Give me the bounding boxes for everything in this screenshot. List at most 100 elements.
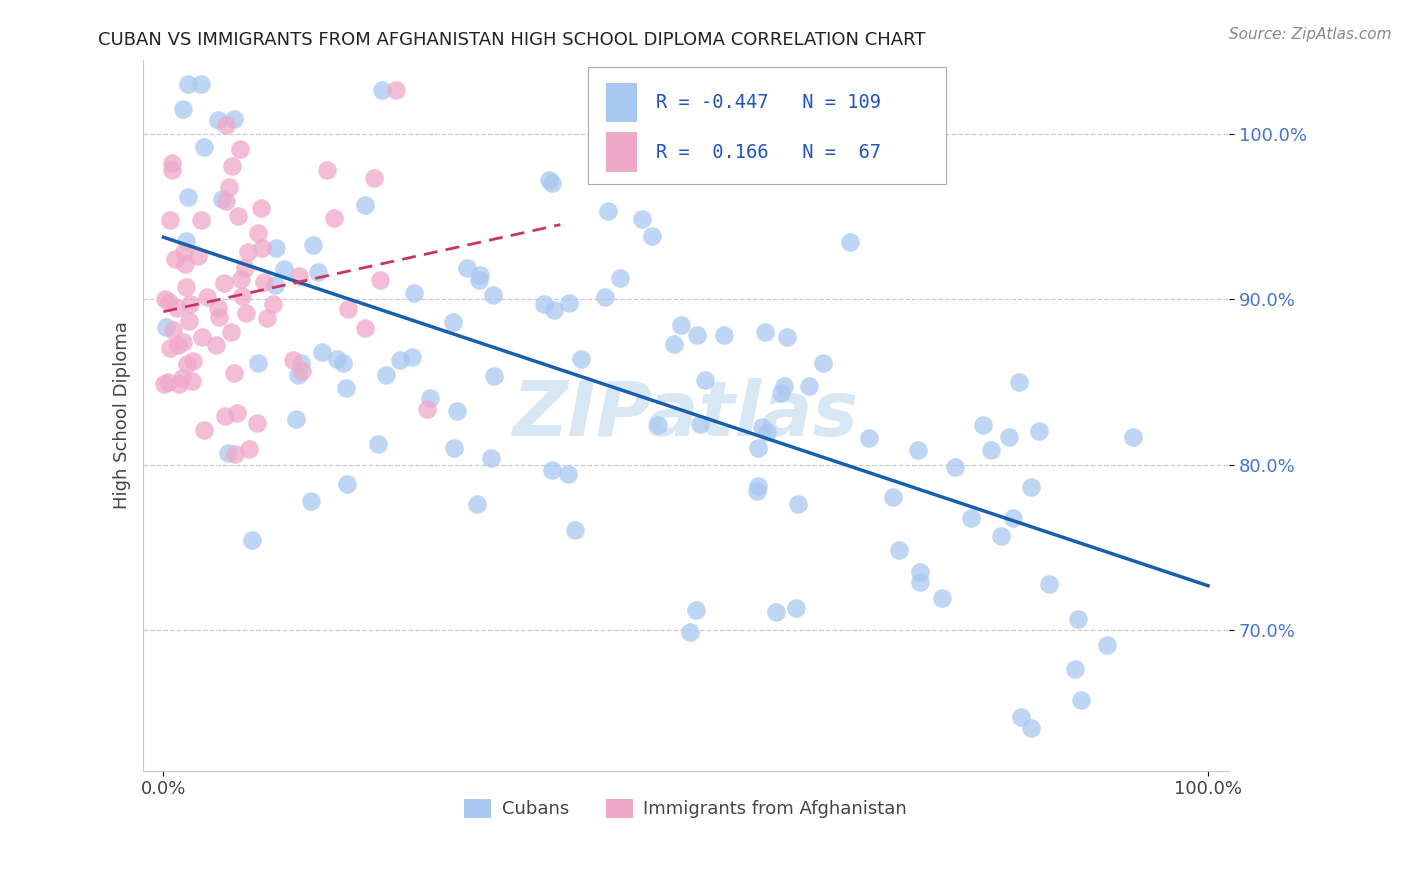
Point — [564, 523, 586, 537]
Point — [167, 377, 190, 392]
Point — [173, 257, 195, 271]
Point — [159, 213, 181, 227]
Point — [236, 244, 259, 259]
Point — [179, 297, 201, 311]
Point — [990, 529, 1012, 543]
Point — [326, 351, 349, 366]
Point — [415, 402, 437, 417]
Point — [1097, 638, 1119, 652]
Point — [273, 261, 295, 276]
Point — [307, 265, 329, 279]
Point — [858, 431, 880, 445]
Point — [176, 357, 198, 371]
Point — [190, 212, 212, 227]
Point — [224, 447, 246, 461]
Point — [172, 335, 194, 350]
Point — [689, 417, 711, 432]
Point — [217, 446, 239, 460]
Point — [813, 356, 835, 370]
Point — [211, 192, 233, 206]
Point — [214, 409, 236, 424]
Point — [773, 378, 796, 392]
Point — [751, 420, 773, 434]
Text: R =  0.166   N =  67: R = 0.166 N = 67 — [657, 143, 882, 161]
Point — [207, 301, 229, 315]
Point — [754, 325, 776, 339]
Point — [997, 430, 1019, 444]
Legend: Cubans, Immigrants from Afghanistan: Cubans, Immigrants from Afghanistan — [457, 792, 914, 826]
Point — [256, 310, 278, 325]
Point — [641, 228, 664, 243]
Point — [363, 171, 385, 186]
Point — [287, 368, 309, 383]
Point — [177, 78, 200, 92]
Point — [443, 441, 465, 455]
Point — [593, 290, 616, 304]
Point — [153, 292, 176, 306]
Point — [157, 376, 180, 390]
Point — [959, 510, 981, 524]
Point — [193, 423, 215, 437]
Point — [404, 286, 426, 301]
Text: R = -0.447   N = 109: R = -0.447 N = 109 — [657, 93, 882, 112]
Bar — [606, 133, 637, 171]
Point — [446, 404, 468, 418]
Point — [252, 275, 274, 289]
Point — [195, 290, 218, 304]
Point — [367, 437, 389, 451]
Point — [263, 278, 285, 293]
Point — [162, 323, 184, 337]
Point — [1019, 721, 1042, 735]
Point — [533, 297, 555, 311]
Point — [170, 371, 193, 385]
Point — [235, 306, 257, 320]
Text: CUBAN VS IMMIGRANTS FROM AFGHANISTAN HIGH SCHOOL DIPLOMA CORRELATION CHART: CUBAN VS IMMIGRANTS FROM AFGHANISTAN HIG… — [98, 31, 927, 49]
Point — [207, 112, 229, 127]
Y-axis label: High School Diploma: High School Diploma — [114, 321, 131, 509]
Point — [163, 252, 186, 266]
Point — [799, 379, 821, 393]
Point — [479, 450, 502, 465]
Point — [713, 327, 735, 342]
Point — [664, 337, 686, 351]
Point — [354, 197, 377, 211]
Point — [908, 574, 931, 589]
Point — [569, 352, 592, 367]
Point — [747, 479, 769, 493]
Point — [1021, 480, 1043, 494]
Point — [262, 297, 284, 311]
Point — [557, 295, 579, 310]
Point — [787, 497, 810, 511]
Point — [177, 190, 200, 204]
Point — [776, 329, 799, 343]
Text: ZIPatlas: ZIPatlas — [513, 378, 859, 452]
Point — [647, 417, 669, 432]
FancyBboxPatch shape — [588, 67, 946, 184]
Point — [221, 160, 243, 174]
Point — [222, 112, 245, 127]
Point — [172, 102, 194, 116]
Point — [907, 443, 929, 458]
Point — [456, 261, 478, 276]
Point — [1008, 375, 1031, 389]
Point — [1038, 576, 1060, 591]
Point — [222, 367, 245, 381]
Point — [214, 277, 236, 291]
Point — [1010, 710, 1032, 724]
Point — [166, 301, 188, 315]
Point — [219, 325, 242, 339]
Point — [173, 245, 195, 260]
Point — [441, 315, 464, 329]
Point — [1122, 430, 1144, 444]
Point — [685, 603, 707, 617]
Point — [1028, 425, 1050, 439]
Point — [557, 467, 579, 481]
Point — [543, 302, 565, 317]
Point — [887, 543, 910, 558]
Point — [215, 194, 238, 208]
Point — [679, 624, 702, 639]
Point — [218, 179, 240, 194]
Point — [311, 345, 333, 359]
Point — [931, 591, 953, 606]
Point — [162, 156, 184, 170]
